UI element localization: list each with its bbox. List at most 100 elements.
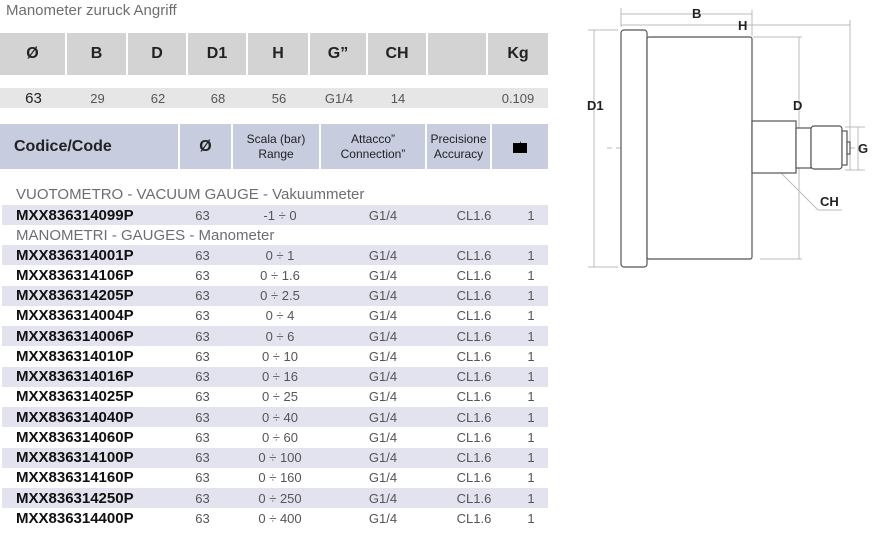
spec-header-cell: CH <box>368 33 428 75</box>
connection-cell: G1/4 <box>368 247 398 263</box>
table-row: MXX836314400P 63 0 ÷ 400 G1/4 CL1.6 1 <box>2 508 548 528</box>
table-row: MXX836314025P 63 0 ÷ 25 G1/4 CL1.6 1 <box>2 387 548 407</box>
label-CH: CH <box>820 194 839 209</box>
spec-value-cell: 14 <box>390 90 406 106</box>
pack-qty-cell: 1 <box>527 470 535 486</box>
range-cell: 0 ÷ 60 <box>261 429 299 445</box>
table-row: MXX836314004P 63 0 ÷ 4 G1/4 CL1.6 1 <box>2 306 548 326</box>
range-cell: 0 ÷ 16 <box>261 369 299 384</box>
pack-qty-cell: 1 <box>527 409 535 425</box>
spec-value-cell: 63 <box>25 89 42 107</box>
spec-header-cell: D <box>128 33 188 75</box>
spec-value-cell: 56 <box>271 90 287 106</box>
table-row: MXX836314100P 63 0 ÷ 100 G1/4 CL1.6 1 <box>2 447 548 468</box>
accuracy-cell: CL1.6 <box>456 288 492 303</box>
range-cell: 0 ÷ 10 <box>261 348 299 364</box>
range-cell: 0 ÷ 250 <box>258 490 302 506</box>
table-row: MXX836314099P 63 -1 ÷ 0 G1/4 CL1.6 1 <box>2 205 548 225</box>
spec-header-cell <box>428 33 488 75</box>
spec-header-cell: D1 <box>188 33 248 75</box>
diameter-cell: 63 <box>195 207 210 223</box>
pack-qty-cell: 1 <box>527 490 535 506</box>
connection-cell: G1/4 <box>368 369 398 384</box>
header-diameter: Ø <box>180 124 233 169</box>
header-conn-line2: Connection” <box>340 146 406 161</box>
pack-qty-cell: 1 <box>527 369 535 384</box>
spec-value-cell: G1/4 <box>324 90 354 106</box>
diameter-cell: 63 <box>195 429 210 445</box>
range-cell: 0 ÷ 1 <box>265 247 295 263</box>
box-icon <box>513 140 527 153</box>
pack-qty-cell: 1 <box>527 328 535 344</box>
spec-value-cell: 62 <box>150 90 166 106</box>
code-cell: MXX836314160P <box>16 469 134 487</box>
table-row: MXX836314160P 63 0 ÷ 160 G1/4 CL1.6 1 <box>2 468 548 488</box>
code-cell: MXX836314006P <box>16 327 134 345</box>
accuracy-cell: CL1.6 <box>456 470 492 486</box>
accuracy-cell: CL1.6 <box>456 207 492 223</box>
range-cell: 0 ÷ 100 <box>258 450 302 465</box>
range-cell: 0 ÷ 1.6 <box>260 267 300 283</box>
diameter-cell: 63 <box>195 348 210 364</box>
code-cell: MXX836314106P <box>16 266 134 284</box>
label-D1: D1 <box>587 98 604 113</box>
spec-value-cell: 0.109 <box>501 90 535 106</box>
accuracy-cell: CL1.6 <box>456 450 492 465</box>
label-G: G <box>858 141 868 156</box>
diameter-cell: 63 <box>195 247 210 263</box>
connection-cell: G1/4 <box>368 348 398 364</box>
connection-cell: G1/4 <box>368 288 398 303</box>
accuracy-cell: CL1.6 <box>456 328 492 344</box>
pack-qty-cell: 1 <box>527 267 535 283</box>
code-cell: MXX836314010P <box>16 347 134 365</box>
label-H: H <box>738 18 747 33</box>
range-cell: 0 ÷ 40 <box>261 409 299 425</box>
pack-qty-cell: 1 <box>527 308 535 324</box>
code-cell: MXX836314250P <box>16 489 134 507</box>
spec-header-cell: B <box>67 33 128 75</box>
accuracy-cell: CL1.6 <box>456 348 492 364</box>
diameter-cell: 63 <box>195 490 210 506</box>
connection-cell: G1/4 <box>368 470 398 486</box>
pack-qty-cell: 1 <box>527 389 535 405</box>
code-cell: MXX836314205P <box>16 287 134 304</box>
spec-value-cell: 68 <box>210 90 226 106</box>
diameter-cell: 63 <box>195 369 210 384</box>
diameter-cell: 63 <box>195 328 210 344</box>
label-B: B <box>692 6 701 21</box>
spec-value-cell: 29 <box>90 90 105 106</box>
range-cell: -1 ÷ 0 <box>263 207 297 223</box>
code-cell: MXX836314099P <box>16 206 134 224</box>
table-row: MXX836314250P 63 0 ÷ 250 G1/4 CL1.6 1 <box>2 488 548 508</box>
diameter-cell: 63 <box>195 267 210 283</box>
diameter-cell: 63 <box>195 470 210 486</box>
accuracy-cell: CL1.6 <box>456 389 492 405</box>
table-row: MXX836314040P 63 0 ÷ 40 G1/4 CL1.6 1 <box>2 407 548 427</box>
table-row: MXX836314006P 63 0 ÷ 6 G1/4 CL1.6 1 <box>2 326 548 346</box>
pack-qty-cell: 1 <box>527 348 535 364</box>
accuracy-cell: CL1.6 <box>456 490 492 506</box>
code-cell: MXX836314001P <box>16 246 134 264</box>
connection-cell: G1/4 <box>368 490 398 506</box>
header-conn-line1: Attacco” <box>350 131 395 146</box>
gauge-dimension-diagram: B H D1 D G CH <box>587 6 868 268</box>
connection-cell: G1/4 <box>368 267 398 283</box>
diameter-cell: 63 <box>195 308 210 324</box>
code-cell: MXX836314016P <box>16 368 134 385</box>
code-cell: MXX836314040P <box>16 408 134 426</box>
table-row: MXX836314001P 63 0 ÷ 1 G1/4 CL1.6 1 <box>2 245 548 265</box>
code-cell: MXX836314100P <box>16 449 134 466</box>
header-code: Codice/Code <box>0 124 180 169</box>
spec-header-row: Ø B D D1 H G” CH Kg <box>0 33 548 75</box>
connection-cell: G1/4 <box>368 450 398 465</box>
spec-header-cell: H <box>248 33 310 75</box>
accuracy-cell: CL1.6 <box>456 510 492 526</box>
table-row: MXX836314205P 63 0 ÷ 2.5 G1/4 CL1.6 1 <box>2 285 548 306</box>
spec-header-cell: Ø <box>0 33 67 75</box>
connection-cell: G1/4 <box>368 429 398 445</box>
range-cell: 0 ÷ 400 <box>258 510 302 526</box>
spec-header-cell: Kg <box>488 33 548 75</box>
code-cell: MXX836314004P <box>16 307 134 325</box>
pack-qty-cell: 1 <box>527 450 535 465</box>
header-range-line1: Scala (bar) <box>246 131 306 146</box>
